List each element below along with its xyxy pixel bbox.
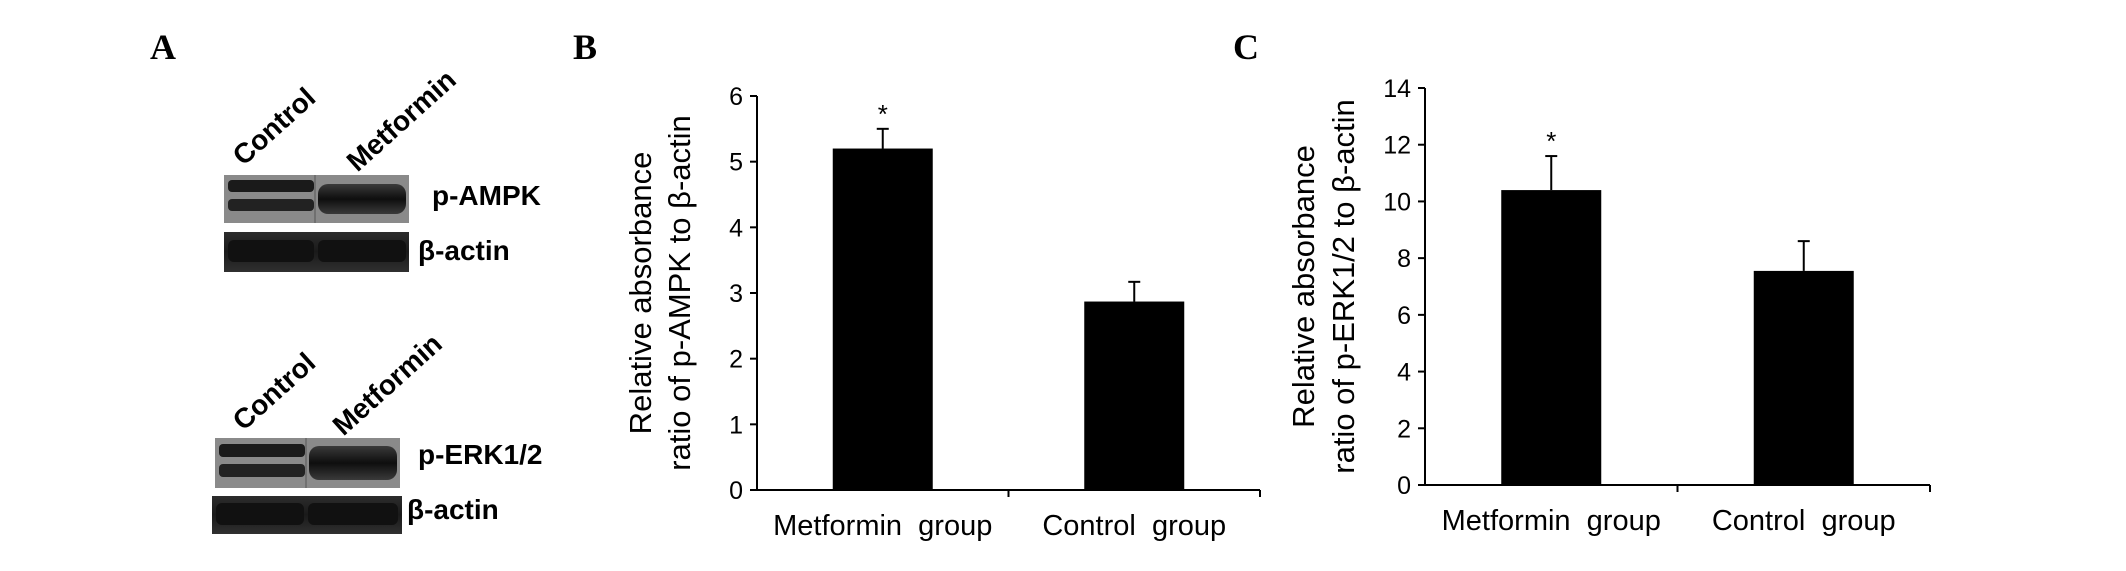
blot-band	[318, 240, 406, 262]
band-label-beta-actin-top: β-actin	[418, 235, 510, 266]
y-tick-label: 4	[729, 214, 743, 242]
y-tick-label: 5	[729, 149, 743, 177]
y-axis-label-line2: ratio of p-AMPK to β-actin	[662, 115, 697, 471]
y-tick-label: 6	[729, 83, 743, 111]
blot-band	[318, 184, 406, 214]
y-tick-label: 10	[1383, 188, 1411, 216]
y-tick-label: 4	[1397, 359, 1411, 387]
y-tick-label: 2	[729, 346, 743, 374]
x-category-label: Metformin group	[1442, 505, 1661, 537]
bar	[1753, 270, 1854, 485]
blot-band	[228, 180, 314, 192]
y-tick-label: 0	[1397, 472, 1411, 500]
y-tick-label: 6	[1397, 302, 1411, 330]
significance-marker: *	[1546, 126, 1556, 156]
y-tick-label: 12	[1383, 132, 1411, 160]
y-axis-label-line2: ratio of p-ERK1/2 to β-actin	[1326, 99, 1361, 474]
bar	[1084, 301, 1185, 490]
blot-band	[219, 444, 305, 457]
blot-band	[219, 464, 305, 477]
x-category-label: Metformin group	[773, 510, 992, 542]
y-tick-label: 14	[1383, 75, 1411, 103]
panel-label-b: B	[573, 27, 598, 67]
y-tick-label: 0	[729, 477, 743, 505]
y-tick-label: 3	[729, 280, 743, 308]
y-axis-label-line1: Relative absorbance	[1286, 145, 1321, 428]
blot-band	[228, 240, 314, 262]
band-label-beta-actin-bottom: β-actin	[407, 494, 499, 525]
blot-band	[308, 503, 398, 525]
y-axis-label-line1: Relative absorbance	[623, 152, 658, 435]
y-tick-label: 8	[1397, 245, 1411, 273]
band-label-p-erk: p-ERK1/2	[418, 439, 543, 470]
panel-label-c: C	[1233, 27, 1259, 67]
bar	[832, 148, 933, 491]
blot-band	[228, 199, 314, 211]
significance-marker: *	[878, 99, 888, 129]
band-label-p-ampk: p-AMPK	[432, 180, 541, 211]
bar	[1501, 190, 1602, 486]
blot-band	[216, 503, 304, 525]
panel-label-a: A	[150, 27, 176, 67]
blot-band	[309, 446, 397, 480]
x-category-label: Control group	[1042, 510, 1226, 542]
y-tick-label: 1	[729, 411, 743, 439]
x-category-label: Control group	[1712, 505, 1896, 537]
y-tick-label: 2	[1397, 415, 1411, 443]
